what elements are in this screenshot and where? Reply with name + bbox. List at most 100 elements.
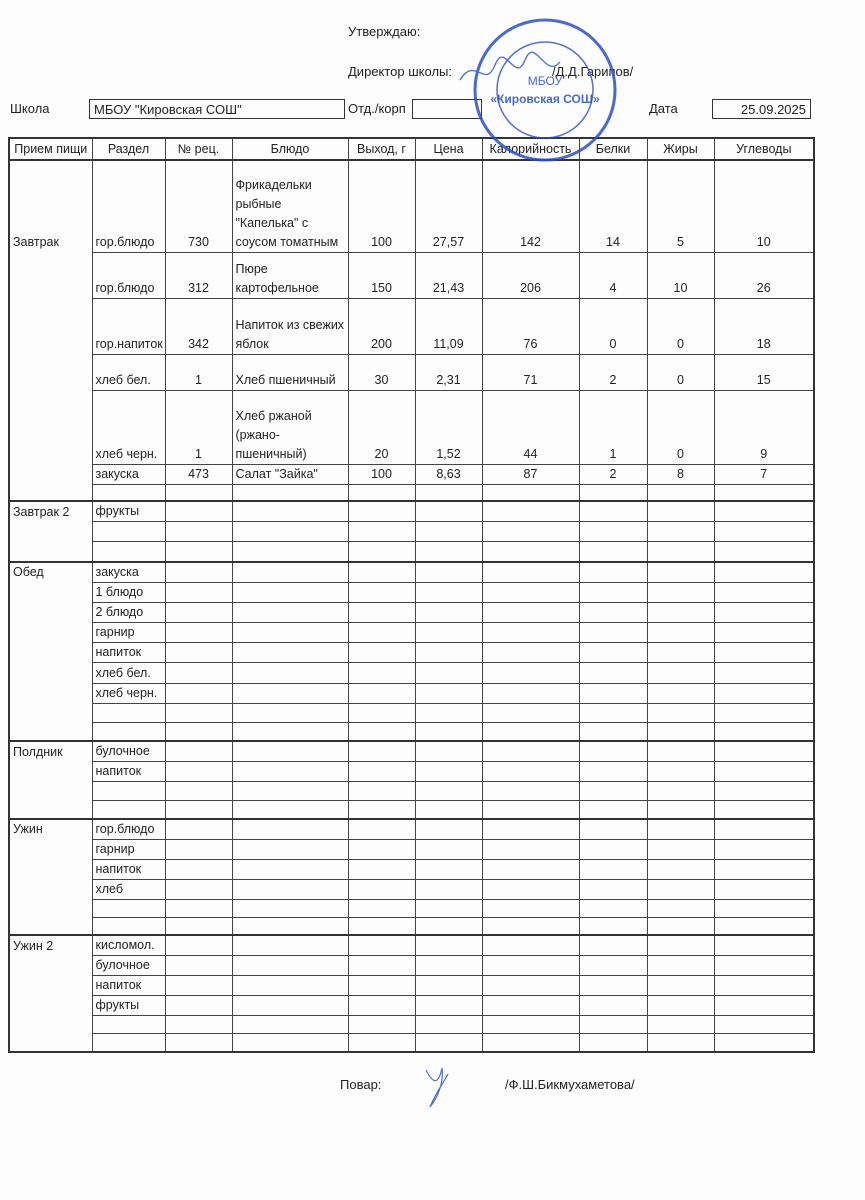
table-cell: 7	[713, 463, 815, 485]
table-cell	[231, 916, 349, 936]
table-cell	[414, 995, 483, 1016]
meal-cell	[8, 975, 93, 996]
table-cell	[414, 898, 483, 918]
table-cell	[713, 483, 815, 502]
table-cell	[713, 702, 815, 723]
table-row: напиток	[8, 858, 815, 880]
table-cell: 14	[578, 159, 648, 253]
table-cell	[231, 878, 349, 900]
table-cell	[578, 721, 648, 742]
table-cell	[164, 702, 233, 723]
table-cell: 11,09	[414, 297, 483, 355]
meal-name: Завтрак	[8, 159, 93, 252]
table-cell	[347, 781, 416, 801]
table-cell	[347, 878, 416, 900]
meal-cell	[8, 703, 93, 722]
meal-cell	[8, 859, 93, 879]
table-cell	[164, 601, 233, 623]
table-cell	[164, 817, 233, 840]
table-cell	[646, 878, 715, 900]
table-cell	[231, 995, 349, 1016]
table-cell	[578, 1033, 648, 1052]
table-cell	[164, 641, 233, 663]
table-cell	[231, 740, 349, 762]
table-cell: 2	[578, 463, 648, 485]
table-cell	[91, 898, 166, 918]
table-row: хлеб	[8, 878, 815, 900]
table-cell	[91, 1033, 166, 1052]
table-cell	[231, 1033, 349, 1052]
table-cell	[164, 916, 233, 936]
table-row: Обед закуска	[8, 560, 815, 583]
table-cell	[347, 500, 416, 522]
meal-name: Обед	[8, 560, 93, 582]
table-cell: 10	[646, 251, 715, 299]
meal-cell	[8, 541, 93, 562]
table-cell	[481, 702, 580, 723]
table-row: Завтрак 2 фрукты	[8, 500, 815, 522]
table-cell: 0	[578, 297, 648, 355]
table-cell	[646, 898, 715, 918]
table-row: гарнир	[8, 838, 815, 860]
table-cell	[481, 898, 580, 918]
table-cell: напиток	[91, 761, 166, 782]
table-cell	[646, 975, 715, 996]
table-cell	[578, 800, 648, 819]
table-cell	[713, 1015, 815, 1034]
table-cell	[481, 975, 580, 996]
table-cell: Напиток из свежих яблок	[231, 297, 349, 355]
meal-cell	[8, 1033, 93, 1052]
table-cell	[164, 721, 233, 742]
table-cell	[164, 740, 233, 762]
table-cell	[347, 521, 416, 542]
meal-cell	[8, 839, 93, 859]
table-cell	[481, 541, 580, 562]
table-cell	[713, 601, 815, 623]
table-cell	[347, 995, 416, 1016]
table-cell	[646, 761, 715, 782]
table-row: Ужин 2 кисломол.	[8, 934, 815, 956]
column-header: Жиры	[646, 137, 715, 161]
table-header-row: Прием пищи Раздел № рец. Блюдо Выход, г Цена К…	[8, 137, 815, 161]
meal-cell	[8, 781, 93, 801]
table-cell	[231, 621, 349, 643]
table-cell	[91, 702, 166, 723]
table-cell	[481, 560, 580, 583]
cook-label: Повар:	[340, 1077, 382, 1092]
table-cell	[713, 934, 815, 956]
table-cell	[414, 541, 483, 562]
table-cell	[164, 1015, 233, 1034]
table-cell	[414, 721, 483, 742]
table-row: гор.блюдо 312 Пюре картофельное 150 21,43 206…	[8, 251, 815, 299]
table-cell	[578, 500, 648, 522]
table-cell	[347, 682, 416, 704]
table-cell	[231, 541, 349, 562]
meal-name: Полдник	[8, 740, 93, 762]
table-cell	[578, 817, 648, 840]
column-header: № рец.	[164, 137, 233, 161]
table-cell	[713, 661, 815, 684]
date-label: Дата	[649, 101, 678, 116]
table-cell	[481, 1033, 580, 1052]
table-cell	[481, 761, 580, 782]
table-cell	[164, 483, 233, 502]
table-cell	[578, 521, 648, 542]
table-cell: 206	[481, 251, 580, 299]
table-row: гор.напиток 342 Напиток из свежих яблок 200…	[8, 297, 815, 355]
table-cell	[164, 995, 233, 1016]
table-cell	[481, 740, 580, 762]
table-cell: гор.блюдо	[91, 817, 166, 840]
table-cell	[578, 934, 648, 956]
table-cell	[646, 817, 715, 840]
table-cell	[481, 1015, 580, 1034]
table-cell	[481, 781, 580, 801]
table-cell: 0	[646, 353, 715, 391]
table-cell	[164, 521, 233, 542]
table-cell: хлеб черн.	[91, 389, 166, 465]
table-cell	[164, 858, 233, 880]
table-cell	[414, 955, 483, 976]
table-cell	[347, 916, 416, 936]
table-cell	[414, 621, 483, 643]
table-cell: фрукты	[91, 500, 166, 522]
table-cell	[414, 601, 483, 623]
